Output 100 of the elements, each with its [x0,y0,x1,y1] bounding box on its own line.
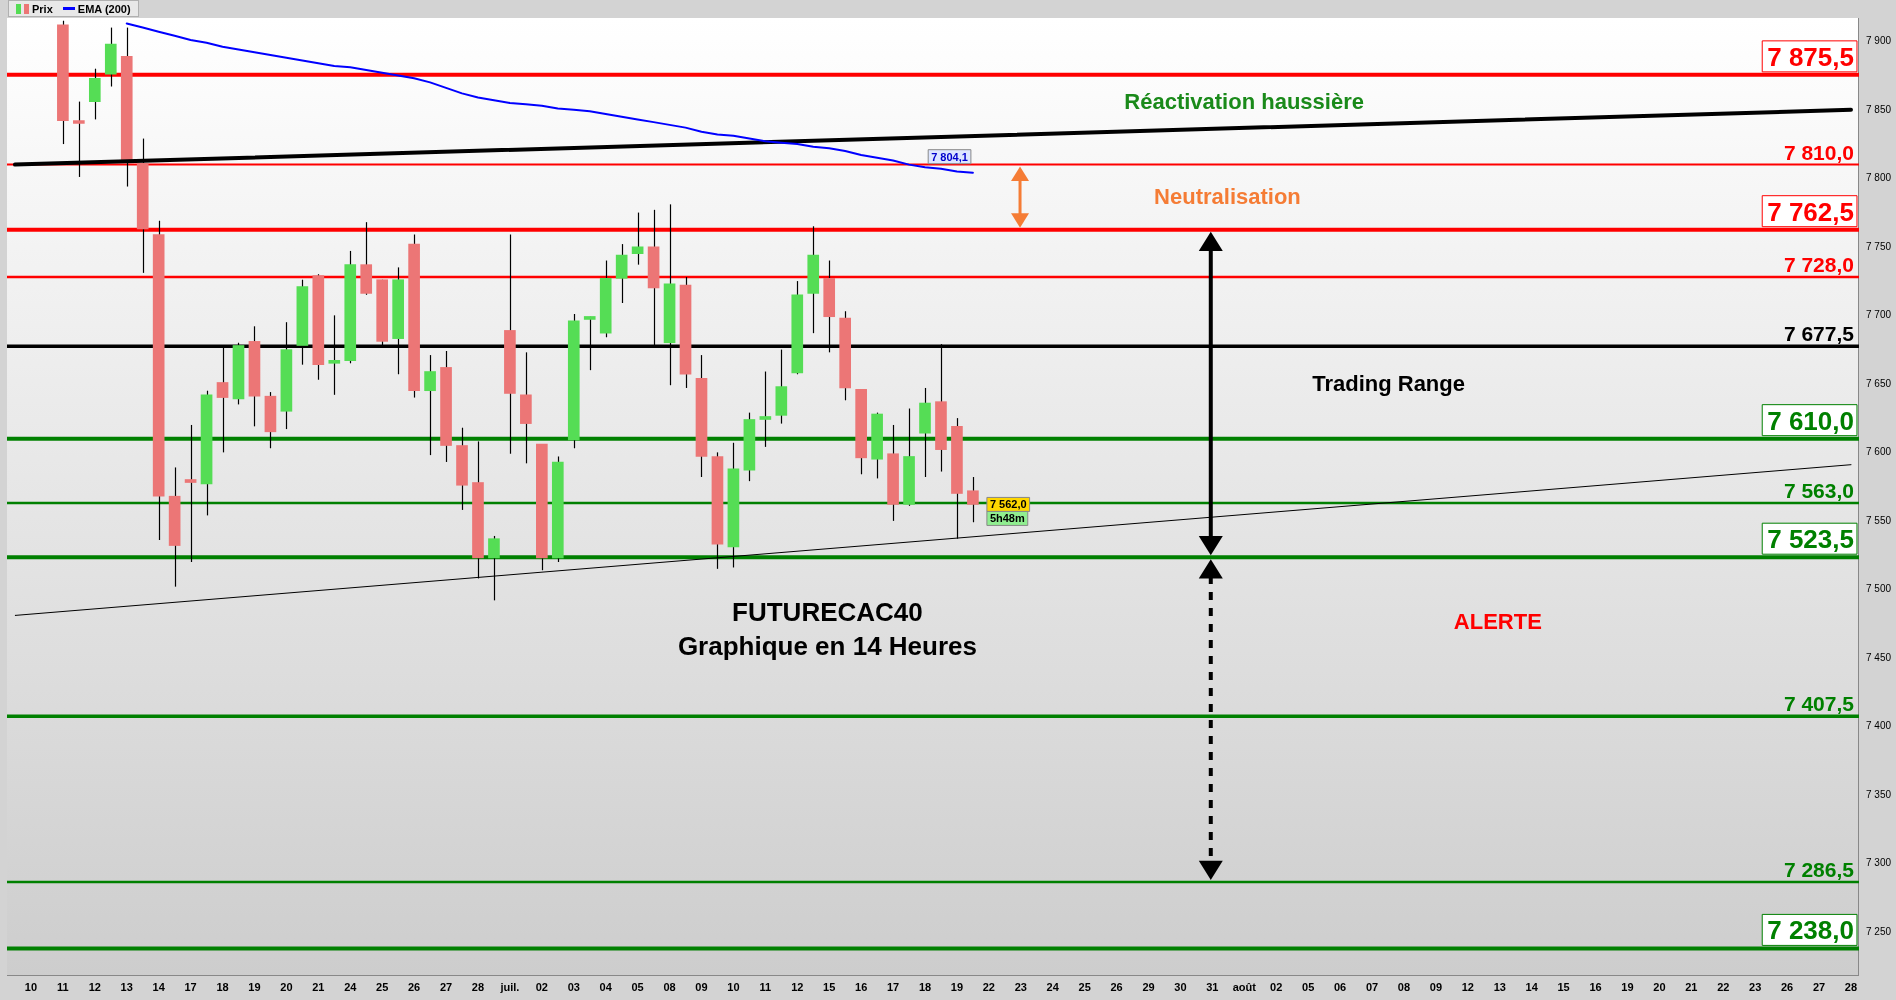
x-tick-label: 08 [1397,981,1411,994]
y-tick-label: 7 850 [1865,103,1892,115]
x-tick-label: 05 [631,981,644,994]
x-tick-label: 04 [599,981,613,994]
ref-line-label: 7 610,0 [1767,405,1854,436]
x-tick-label: 19 [950,981,964,994]
x-tick-label: 05 [1302,981,1315,994]
annotation: Neutralisation [1154,184,1301,210]
x-tick-label: 23 [1014,981,1027,994]
x-tick-label: 15 [823,981,836,994]
candlestick [184,424,197,563]
x-tick-label: 22 [1717,981,1730,994]
x-tick-label: 09 [695,981,708,994]
y-tick-label: 7 400 [1865,720,1892,732]
annotation: Réactivation haussière [1124,89,1364,115]
x-tick-label: 26 [1781,981,1794,994]
x-tick-label: 27 [439,981,453,994]
ref-line-label: 7 677,5 [1783,322,1855,346]
x-tick-label: 14 [152,981,166,994]
x-tick-label: 25 [376,981,389,994]
y-tick-label: 7 750 [1865,240,1892,252]
x-tick-label: 08 [663,981,676,994]
x-tick-label: 09 [1429,981,1443,994]
ref-line-label: 7 563,0 [1783,479,1854,503]
x-tick-label: 13 [1493,981,1506,994]
y-tick-label: 7 600 [1865,446,1892,458]
x-tick-label: 25 [1078,981,1091,994]
x-tick-label: 30 [1174,981,1187,994]
x-tick-label: 17 [184,981,197,994]
text: FUTURECAC40 [732,596,923,627]
x-tick-label: 06 [1333,981,1347,994]
x-tick-label: 03 [567,981,580,994]
y-tick-label: 7 800 [1865,172,1892,184]
candlestick [488,535,500,601]
x-tick-label: 17 [886,981,900,994]
annotation: 7 562,0 [989,498,1027,511]
x-tick-label: 28 [471,981,485,994]
x-tick-label: 21 [1685,981,1698,994]
x-tick-label: août [1232,981,1257,994]
ref-line-label: 7 286,5 [1783,857,1855,881]
text: Graphique en 14 Heures [677,631,977,662]
x-tick-label: 12 [88,981,101,994]
annotation: ALERTE [1453,609,1542,635]
y-tick-label: 7 300 [1865,857,1892,869]
x-tick-label: 26 [407,981,421,994]
x-tick-label: 19 [248,981,261,994]
x-tick-label: 19 [1621,981,1634,994]
ref-line-label: 7 728,0 [1783,252,1854,276]
candlestick [967,476,979,523]
y-tick-label: 7 900 [1865,35,1892,47]
x-tick-label: 02 [535,981,548,994]
y-tick-label: 7 650 [1865,377,1892,389]
x-tick-label: 07 [1365,981,1379,994]
x-tick-label: 15 [1557,981,1570,994]
x-tick-label: 27 [1812,981,1826,994]
candlestick [88,68,101,120]
x-tick-label: 14 [1525,981,1539,994]
x-tick-label: 24 [1046,981,1060,994]
y-tick-label: 7 500 [1865,583,1892,595]
x-tick-label: 31 [1206,981,1219,994]
annotation: Trading Range [1312,370,1465,396]
x-tick-label: 11 [759,981,772,994]
annotation: 5h48m [989,512,1025,525]
ref-line-label: 7 523,5 [1767,524,1854,555]
ref-line-label: 7 407,5 [1783,692,1855,716]
x-tick-label: 28 [1844,981,1858,994]
x-tick-label: 23 [1749,981,1762,994]
x-tick-label: 16 [1589,981,1602,994]
candlestick [424,354,436,456]
x-tick-label: 21 [312,981,325,994]
x-tick-label: juil. [499,981,520,994]
x-tick-label: 24 [344,981,358,994]
x-tick-label: 20 [280,981,293,994]
x-tick-label: 12 [1461,981,1474,994]
annotation: 7 804,1 [931,150,968,163]
x-tick-label: 02 [1270,981,1283,994]
x-tick-label: 18 [918,981,932,994]
y-tick-label: 7 450 [1865,651,1892,663]
candlestick [615,243,628,304]
ref-line-label: 7 762,5 [1767,196,1854,227]
x-tick-label: 18 [216,981,229,994]
legend-label: Prix [32,2,53,15]
y-tick-label: 7 550 [1865,514,1892,526]
x-tick-label: 29 [1142,981,1155,994]
y-tick-label: 7 250 [1865,925,1892,937]
legend-label: EMA (200) [77,2,131,15]
x-tick-label: 22 [982,981,995,994]
ref-line-label: 7 238,0 [1767,915,1854,946]
x-tick-label: 12 [791,981,804,994]
x-tick-label: 16 [855,981,868,994]
x-tick-label: 26 [1110,981,1123,994]
x-tick-label: 10 [24,981,38,994]
x-tick-label: 13 [120,981,133,994]
ref-line-label: 7 875,5 [1767,41,1854,72]
ref-line-label: 7 810,0 [1783,140,1854,164]
y-tick-label: 7 700 [1865,309,1892,321]
x-tick-label: 10 [727,981,740,994]
candlestick [759,370,772,448]
x-tick-label: 11 [57,981,69,994]
y-tick-label: 7 350 [1865,788,1892,800]
